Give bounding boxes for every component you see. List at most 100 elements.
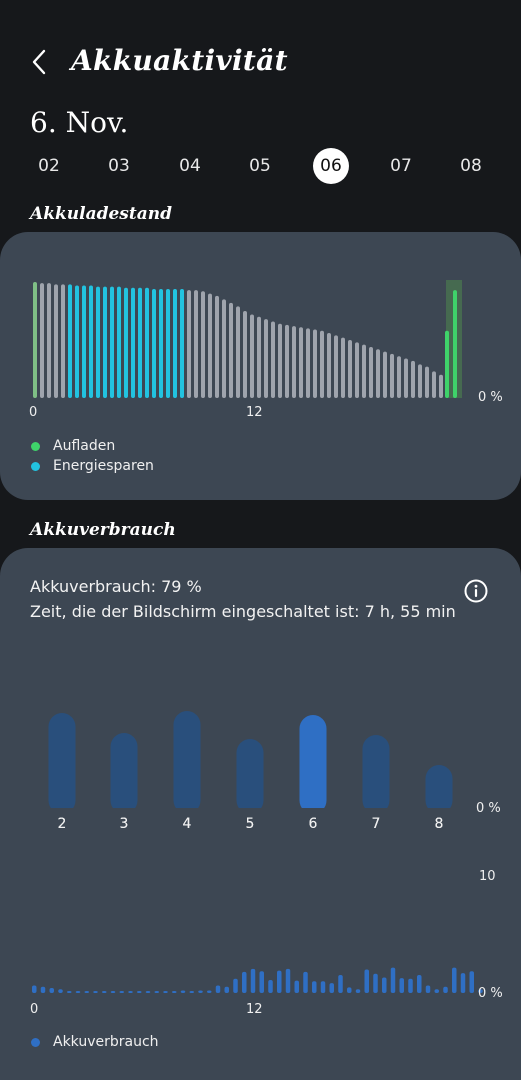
weekly-x-tick-2: 2	[58, 816, 67, 832]
hourly-bar	[233, 978, 238, 993]
level-bar	[208, 293, 212, 398]
level-bar	[299, 327, 303, 398]
day-04[interactable]: 04	[179, 156, 201, 176]
level-bar	[383, 351, 387, 398]
level-bar	[306, 328, 310, 398]
hourly-y-tick-10: 10	[479, 869, 496, 884]
hourly-usage-chart	[32, 967, 483, 993]
level-bar	[376, 349, 380, 398]
battery-level-section-title: Akkuladestand	[30, 204, 172, 224]
weekly-x-tick-4: 4	[183, 816, 192, 832]
weekly-x-label-7: 7	[372, 816, 381, 832]
level-bar	[166, 288, 170, 398]
legend-usage-label: Akkuverbrauch	[53, 1034, 159, 1050]
level-bar	[236, 306, 240, 398]
level-bar	[369, 346, 373, 398]
weekly-baseline	[0, 808, 521, 816]
level-bar	[320, 330, 324, 398]
level-bar	[390, 353, 394, 398]
hourly-bar	[154, 991, 159, 993]
hourly-bar	[198, 990, 203, 993]
weekly-x-label-6: 6	[309, 816, 318, 832]
weekly-x-label-4: 4	[183, 816, 192, 832]
hourly-bar	[75, 991, 81, 993]
page-title: Akkuaktivität	[71, 44, 288, 77]
hourly-bar	[460, 973, 466, 993]
hourly-bar	[58, 989, 63, 993]
battery-level-card: 0 12 0 % Aufladen Energiesparen	[0, 232, 521, 500]
day-02[interactable]: 02	[38, 156, 60, 176]
hourly-bar	[294, 980, 299, 993]
legend-usage-dot	[31, 1038, 40, 1047]
level-bar	[348, 340, 352, 398]
hourly-bar	[189, 991, 194, 993]
hourly-bar	[119, 991, 124, 993]
level-bar	[187, 290, 191, 398]
level-bar	[222, 299, 226, 398]
hourly-bar	[215, 985, 221, 993]
weekly-bar-5[interactable]	[236, 739, 264, 814]
hourly-x-tick-12: 12	[246, 1002, 263, 1017]
weekly-bar-8[interactable]	[425, 765, 453, 814]
weekly-bar-6[interactable]	[299, 715, 327, 814]
level-bar	[82, 285, 86, 398]
weekly-y-tick-0: 0 %	[476, 801, 501, 816]
level-bar	[334, 335, 338, 398]
level-bar	[243, 311, 247, 398]
weekly-x-label-8: 8	[435, 816, 444, 832]
day-07[interactable]: 07	[390, 156, 412, 176]
weekly-bar-2[interactable]	[48, 713, 76, 814]
day-03[interactable]: 03	[108, 156, 130, 176]
day-05[interactable]: 05	[249, 156, 271, 176]
weekly-bar-4[interactable]	[173, 711, 201, 814]
level-bar	[159, 288, 163, 398]
level-bar	[355, 342, 359, 398]
hourly-bar	[285, 968, 291, 993]
level-bar	[96, 286, 100, 398]
day-06[interactable]: 06	[313, 148, 349, 184]
weekly-x-tick-8: 8	[435, 816, 444, 832]
hourly-bar	[40, 986, 46, 993]
level-bar	[180, 288, 184, 398]
info-button[interactable]	[463, 578, 489, 604]
weekly-bar-7[interactable]	[362, 735, 390, 814]
hourly-bar	[347, 987, 352, 993]
level-bar	[285, 324, 289, 398]
level-bar	[75, 285, 79, 398]
hourly-bar	[180, 990, 186, 993]
level-bar	[397, 356, 401, 398]
hourly-bar	[443, 986, 448, 993]
hourly-bar	[102, 991, 107, 993]
day-08[interactable]: 08	[460, 156, 482, 176]
level-bar	[173, 288, 177, 398]
hourly-bar	[110, 991, 116, 993]
hourly-bar	[364, 969, 369, 993]
hourly-bar	[137, 991, 142, 993]
level-bar	[404, 358, 408, 398]
level-bar	[124, 287, 128, 398]
usage-summary: Akkuverbrauch: 79 %	[30, 577, 202, 596]
legend-saver-dot	[31, 462, 40, 471]
hourly-x-tick-0: 0	[30, 1002, 39, 1017]
hourly-bar	[338, 975, 343, 993]
level-bar	[278, 323, 282, 398]
weekly-x-label-5: 5	[246, 816, 255, 832]
back-button[interactable]	[22, 44, 58, 80]
hourly-bar	[268, 979, 273, 993]
level-bar	[54, 284, 58, 398]
level-bar	[418, 364, 422, 398]
hourly-bar	[434, 989, 439, 993]
hourly-bar	[67, 991, 72, 993]
level-bar	[425, 366, 429, 398]
weekly-bar-3[interactable]	[110, 733, 138, 814]
hourly-bar	[163, 991, 168, 993]
hourly-bar	[425, 985, 431, 993]
weekly-x-tick-6: 6	[309, 816, 318, 832]
hourly-bar	[382, 977, 387, 993]
level-bar-charging	[453, 290, 457, 398]
hourly-bar	[329, 983, 334, 993]
weekly-x-tick-7: 7	[372, 816, 381, 832]
level-bar	[411, 360, 415, 398]
hourly-bar	[373, 973, 378, 993]
hourly-bar	[469, 971, 474, 993]
